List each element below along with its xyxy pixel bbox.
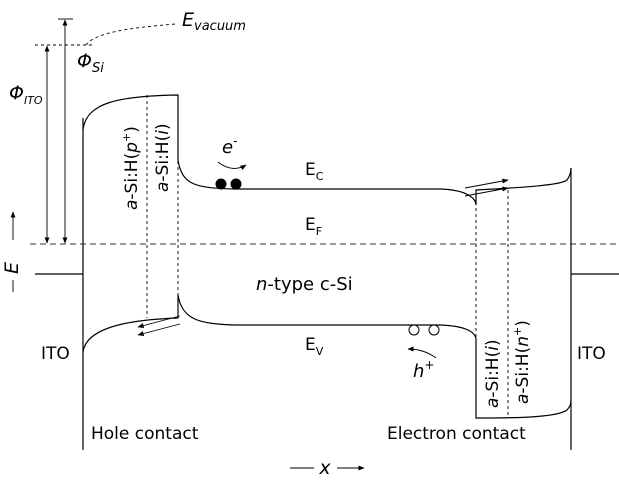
fermi-level-label: EF — [305, 215, 322, 238]
ito-right-label: ITO — [577, 344, 606, 364]
conduction-band — [82, 94, 572, 206]
ito-left-label: ITO — [41, 344, 70, 364]
electron-arrow — [217, 161, 247, 171]
hole-dot — [408, 324, 420, 336]
electron-label: e- — [222, 134, 237, 158]
electron-dot — [230, 178, 242, 190]
conduction-band-label: EC — [305, 160, 324, 183]
hole-tunnel-arrow — [137, 323, 181, 337]
energy-axis-label: E — [1, 262, 23, 274]
position-axis-label: x — [318, 457, 331, 479]
a-si-p-layer-label: a-Si:H(p+) — [120, 126, 142, 210]
hole-contact-label: Hole contact — [91, 424, 199, 444]
electron-tunnel-arrow — [464, 186, 509, 197]
a-si-i-left-layer-label: a-Si:H(i) — [153, 123, 173, 192]
electron-dot — [215, 178, 227, 190]
hole-arrow — [407, 346, 437, 359]
phi-si-label: ΦSi — [77, 50, 104, 76]
valence-band-label: EV — [305, 335, 324, 358]
hole-tunnel-arrow — [137, 315, 181, 329]
hole-label: h+ — [413, 358, 434, 382]
a-si-i-right-layer-label: a-Si:H(i) — [483, 339, 503, 408]
electron-contact-label: Electron contact — [387, 424, 526, 444]
vacuum-curve — [85, 23, 176, 46]
hole-dot — [428, 324, 440, 336]
vacuum-level-label: Evacuum — [182, 9, 246, 34]
a-si-n-layer-label: a-Si:H(n+) — [511, 320, 533, 404]
n-type-csi-label: n-type c-Si — [256, 274, 353, 295]
valence-band — [82, 294, 572, 419]
phi-ito-label: ΦITO — [9, 82, 43, 107]
electron-tunnel-arrow — [464, 178, 509, 189]
